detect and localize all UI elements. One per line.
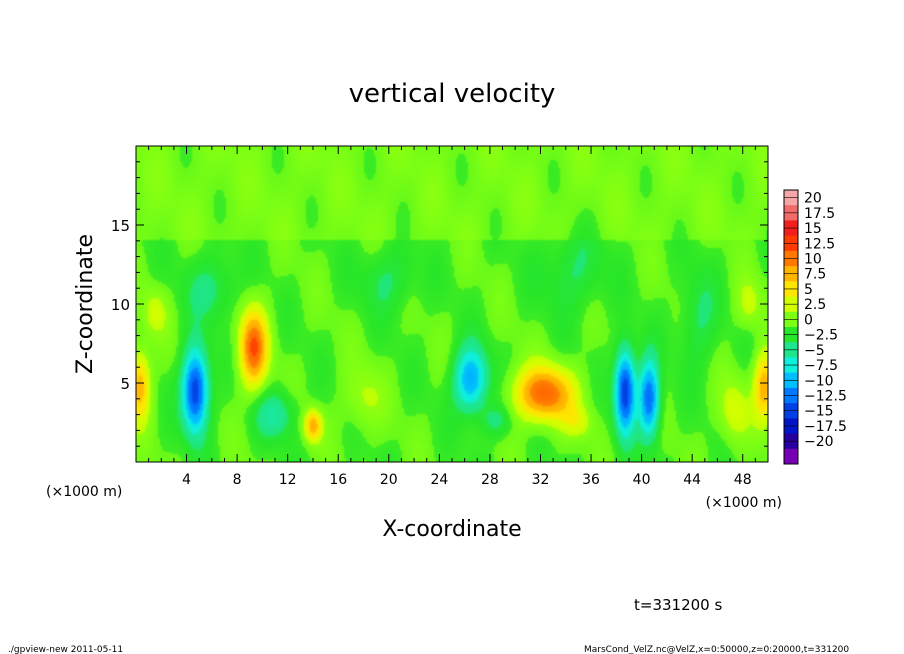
x-tick-label: 8 xyxy=(233,472,242,488)
colorbar-segment xyxy=(784,448,798,465)
heatmap-image xyxy=(136,146,768,462)
y-tick-label: 10 xyxy=(111,296,130,314)
colorbar-label: 7.5 xyxy=(804,267,826,283)
x-tick-label: 4 xyxy=(182,472,191,488)
chart-title: vertical velocity xyxy=(349,79,556,109)
colorbar-label: −17.5 xyxy=(804,419,847,435)
colorbar: 2017.51512.5107.552.50−2.5−5−7.5−10−12.5… xyxy=(783,189,847,465)
footer-left-note: ./gpview-new 2011-05-11 xyxy=(8,645,123,654)
x-axis: 4 8 12 16 20 24 28 32 36 40 44 48 xyxy=(148,146,756,488)
plot-area xyxy=(135,145,769,463)
y-axis: 5 10 15 xyxy=(111,161,768,447)
x-tick-label: 20 xyxy=(380,472,398,488)
colorbar-frame xyxy=(783,189,799,465)
colorbar-label: −12.5 xyxy=(804,389,847,405)
x-tick-label: 44 xyxy=(683,472,701,488)
x-tick-label: 24 xyxy=(430,472,448,488)
x-tick-label: 32 xyxy=(532,472,550,488)
colorbar-label: 12.5 xyxy=(804,236,835,252)
colorbar-label: −10 xyxy=(804,373,834,389)
x-unit-left: (×1000 m) xyxy=(46,484,122,500)
colorbar-label: −5 xyxy=(804,343,825,359)
y-tick-label: 5 xyxy=(120,375,130,393)
colorbar-label: 15 xyxy=(804,221,822,237)
x-tick-label: 16 xyxy=(329,472,347,488)
footer-right-note: MarsCond_VelZ.nc@VelZ,x=0:50000,z=0:2000… xyxy=(584,645,849,654)
x-tick-label: 28 xyxy=(481,472,499,488)
y-tick-label: 15 xyxy=(111,217,130,235)
colorbar-label: 10 xyxy=(804,252,822,268)
colorbar-label: 0 xyxy=(804,312,813,328)
x-tick-label: 48 xyxy=(734,472,752,488)
colorbar-label: 2.5 xyxy=(804,297,826,313)
x-tick-label: 36 xyxy=(582,472,600,488)
colorbar-label: 20 xyxy=(804,191,822,207)
colorbar-label: 5 xyxy=(804,282,813,298)
x-axis-label: X-coordinate xyxy=(382,517,521,542)
colorbar-label: 17.5 xyxy=(804,206,835,222)
colorbar-label: −2.5 xyxy=(804,328,838,344)
y-axis-label: Z-coordinate xyxy=(73,234,98,374)
x-tick-label: 40 xyxy=(633,472,651,488)
colorbar-label: −15 xyxy=(804,404,834,420)
x-tick-label: 12 xyxy=(279,472,297,488)
x-unit-right: (×1000 m) xyxy=(706,495,782,511)
colorbar-label: −20 xyxy=(804,434,834,450)
colorbar-label: −7.5 xyxy=(804,358,838,374)
time-label: t=331200 s xyxy=(634,596,722,614)
